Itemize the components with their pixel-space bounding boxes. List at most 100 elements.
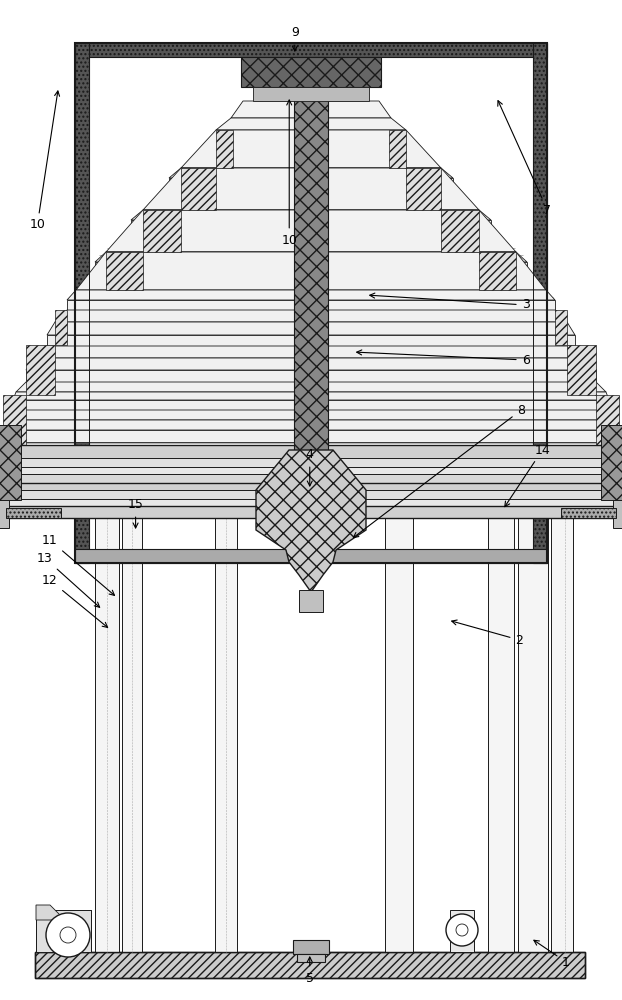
Polygon shape (67, 300, 555, 310)
Polygon shape (33, 346, 589, 358)
Bar (0, 440, 9, 528)
Bar (6, 508, 61, 518)
Bar (75, 43, 547, 57)
Bar (551, 518, 573, 952)
Polygon shape (389, 130, 406, 168)
Polygon shape (13, 392, 609, 400)
Text: 10: 10 (29, 91, 60, 232)
Text: 9: 9 (291, 26, 299, 51)
Bar (488, 518, 514, 952)
Polygon shape (406, 168, 441, 210)
Polygon shape (231, 101, 391, 118)
Bar (1, 483, 621, 491)
Bar (89, 57, 533, 549)
Polygon shape (76, 252, 546, 290)
Bar (253, 87, 369, 101)
Polygon shape (216, 118, 406, 130)
Polygon shape (181, 168, 216, 210)
Bar (533, 43, 547, 563)
Bar (122, 518, 142, 952)
Polygon shape (216, 130, 406, 140)
Bar (75, 43, 89, 563)
Circle shape (46, 913, 90, 957)
Polygon shape (441, 210, 479, 252)
Polygon shape (26, 345, 55, 395)
Bar (601, 425, 622, 500)
Bar (3, 490, 619, 500)
Circle shape (446, 914, 478, 946)
Bar (297, 954, 325, 962)
Polygon shape (36, 905, 65, 920)
Polygon shape (6, 410, 616, 420)
Text: 11: 11 (42, 534, 114, 595)
Polygon shape (95, 262, 527, 272)
Polygon shape (26, 370, 596, 382)
Polygon shape (47, 322, 575, 335)
Bar (75, 43, 547, 563)
Polygon shape (67, 290, 555, 300)
Polygon shape (216, 130, 233, 168)
Text: 4: 4 (306, 448, 313, 486)
Bar (36, 910, 91, 918)
Polygon shape (596, 395, 619, 445)
Text: 3: 3 (369, 293, 529, 312)
Polygon shape (55, 310, 567, 322)
Bar (36, 910, 91, 952)
Text: 8: 8 (353, 403, 525, 538)
Text: 15: 15 (128, 498, 144, 528)
Bar (0, 425, 21, 500)
Polygon shape (169, 178, 453, 188)
Polygon shape (169, 168, 453, 178)
Bar (16, 467, 606, 475)
Polygon shape (16, 382, 606, 392)
Text: 6: 6 (356, 350, 529, 366)
Bar (613, 440, 622, 528)
Text: 13: 13 (37, 552, 100, 607)
Polygon shape (13, 400, 609, 410)
Polygon shape (36, 910, 91, 952)
Bar (561, 508, 616, 518)
Text: 1: 1 (534, 940, 570, 968)
Bar (293, 940, 329, 954)
Text: 2: 2 (452, 620, 523, 647)
Polygon shape (143, 210, 181, 252)
Bar (6, 499, 616, 507)
Polygon shape (143, 168, 479, 210)
Polygon shape (106, 252, 143, 290)
Polygon shape (233, 140, 389, 148)
Text: 12: 12 (42, 574, 108, 627)
Polygon shape (181, 130, 441, 168)
Polygon shape (567, 345, 596, 395)
Bar (241, 57, 381, 87)
Polygon shape (479, 252, 516, 290)
Bar (294, 57, 328, 547)
Polygon shape (555, 310, 567, 345)
Polygon shape (3, 395, 26, 445)
Bar (518, 518, 548, 952)
Bar (215, 518, 237, 952)
Polygon shape (26, 358, 596, 370)
Bar (75, 549, 547, 563)
Text: 10: 10 (281, 100, 297, 246)
Bar (450, 910, 474, 952)
Text: 5: 5 (306, 957, 313, 984)
Polygon shape (95, 252, 527, 262)
Bar (11, 458, 611, 468)
Polygon shape (131, 210, 491, 220)
Polygon shape (256, 450, 366, 592)
Bar (35, 952, 585, 978)
Bar (299, 590, 323, 612)
Bar (385, 518, 413, 952)
Bar (95, 518, 119, 952)
Bar (1, 445, 621, 459)
Polygon shape (47, 335, 575, 346)
Text: 7: 7 (498, 101, 551, 217)
Polygon shape (131, 220, 491, 230)
Polygon shape (106, 210, 516, 252)
Polygon shape (55, 310, 67, 345)
Bar (3, 474, 619, 484)
Bar (1, 506, 621, 518)
Text: 14: 14 (505, 444, 550, 507)
Polygon shape (3, 430, 619, 442)
Polygon shape (3, 420, 619, 430)
